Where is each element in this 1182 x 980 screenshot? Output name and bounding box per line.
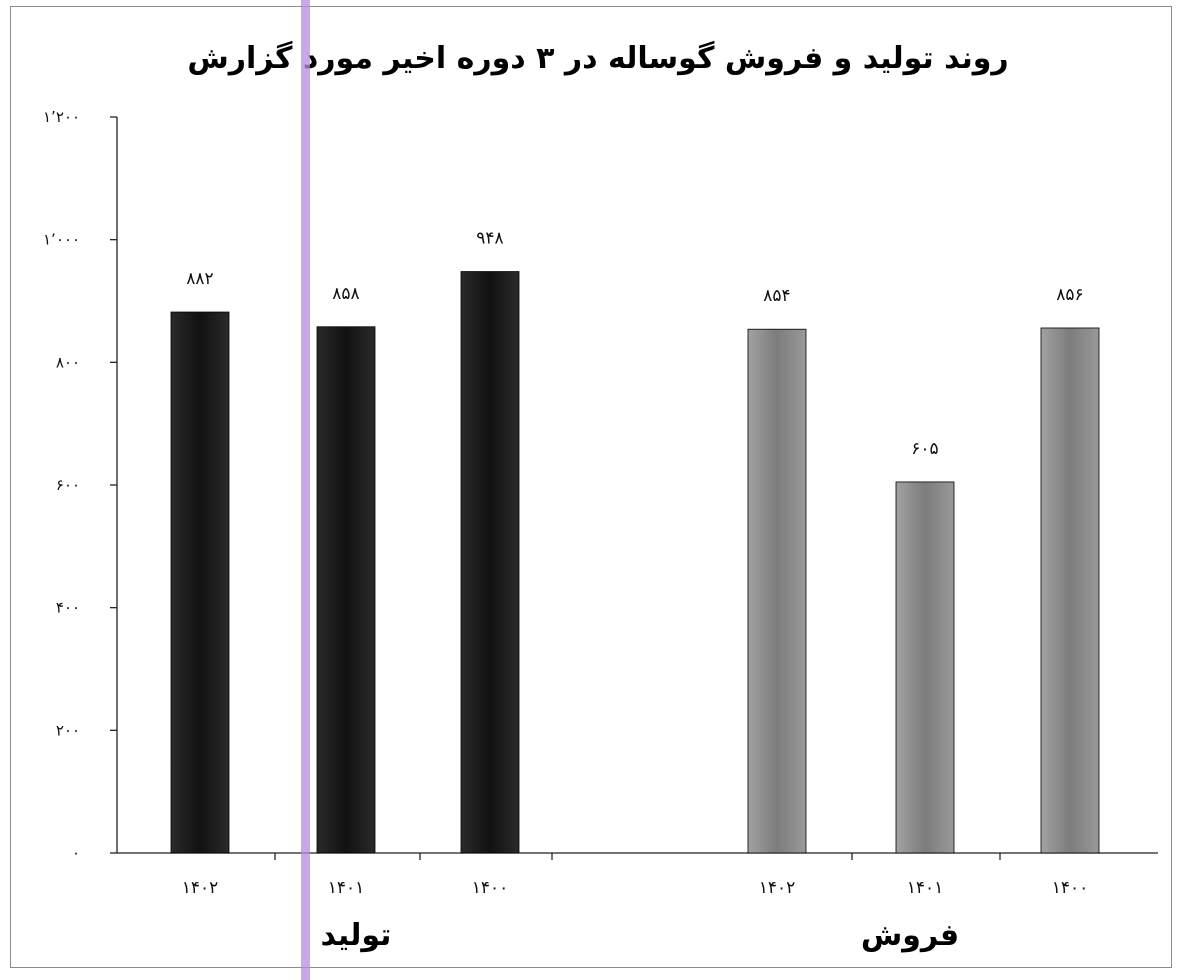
bar	[895, 481, 955, 854]
scan-line-artifact	[301, 0, 310, 980]
data-label: ۸۵۶	[1056, 285, 1083, 305]
data-label: ۸۵۸	[332, 284, 359, 304]
x-tick-label: ۱۴۰۰	[1052, 878, 1089, 898]
group-label: فروش	[861, 918, 959, 953]
bar	[747, 328, 807, 854]
data-label: ۸۵۴	[763, 286, 790, 306]
y-tick-label: ۰	[72, 844, 80, 862]
group-label: تولید	[321, 918, 392, 953]
chart-title: روند تولید و فروش گوساله در ۳ دوره اخیر …	[187, 40, 1008, 76]
x-tick-label: ۱۴۰۱	[907, 878, 944, 898]
x-tick-label: ۱۴۰۱	[328, 878, 365, 898]
x-tick-label: ۱۴۰۲	[759, 878, 796, 898]
plot-area: ۰ ۲۰۰ ۴۰۰ ۶۰۰ ۸۰۰ ۱٬۰۰۰ ۱٬۲۰۰ ۸۸۲ ۱۴۰۲ ۸۵۸ ۱۴۰۱ ۹۴۸…	[43, 0, 1158, 980]
y-tick-label: ۲۰۰	[56, 721, 80, 739]
bar	[170, 311, 230, 854]
bar	[460, 271, 520, 854]
bar	[1040, 327, 1100, 854]
x-tick-label: ۱۴۰۰	[472, 878, 509, 898]
y-tick-label: ۱٬۲۰۰	[43, 108, 80, 126]
data-label: ۸۸۲	[186, 269, 213, 289]
data-label: ۶۰۵	[911, 439, 938, 459]
y-tick-label: ۸۰۰	[56, 353, 80, 371]
y-tick-label: ۶۰۰	[56, 476, 80, 494]
y-tick-label: ۱٬۰۰۰	[43, 231, 80, 249]
data-label: ۹۴۸	[476, 229, 503, 249]
x-tick-label: ۱۴۰۲	[182, 878, 219, 898]
y-tick-label: ۴۰۰	[56, 599, 80, 617]
bar	[316, 326, 376, 854]
